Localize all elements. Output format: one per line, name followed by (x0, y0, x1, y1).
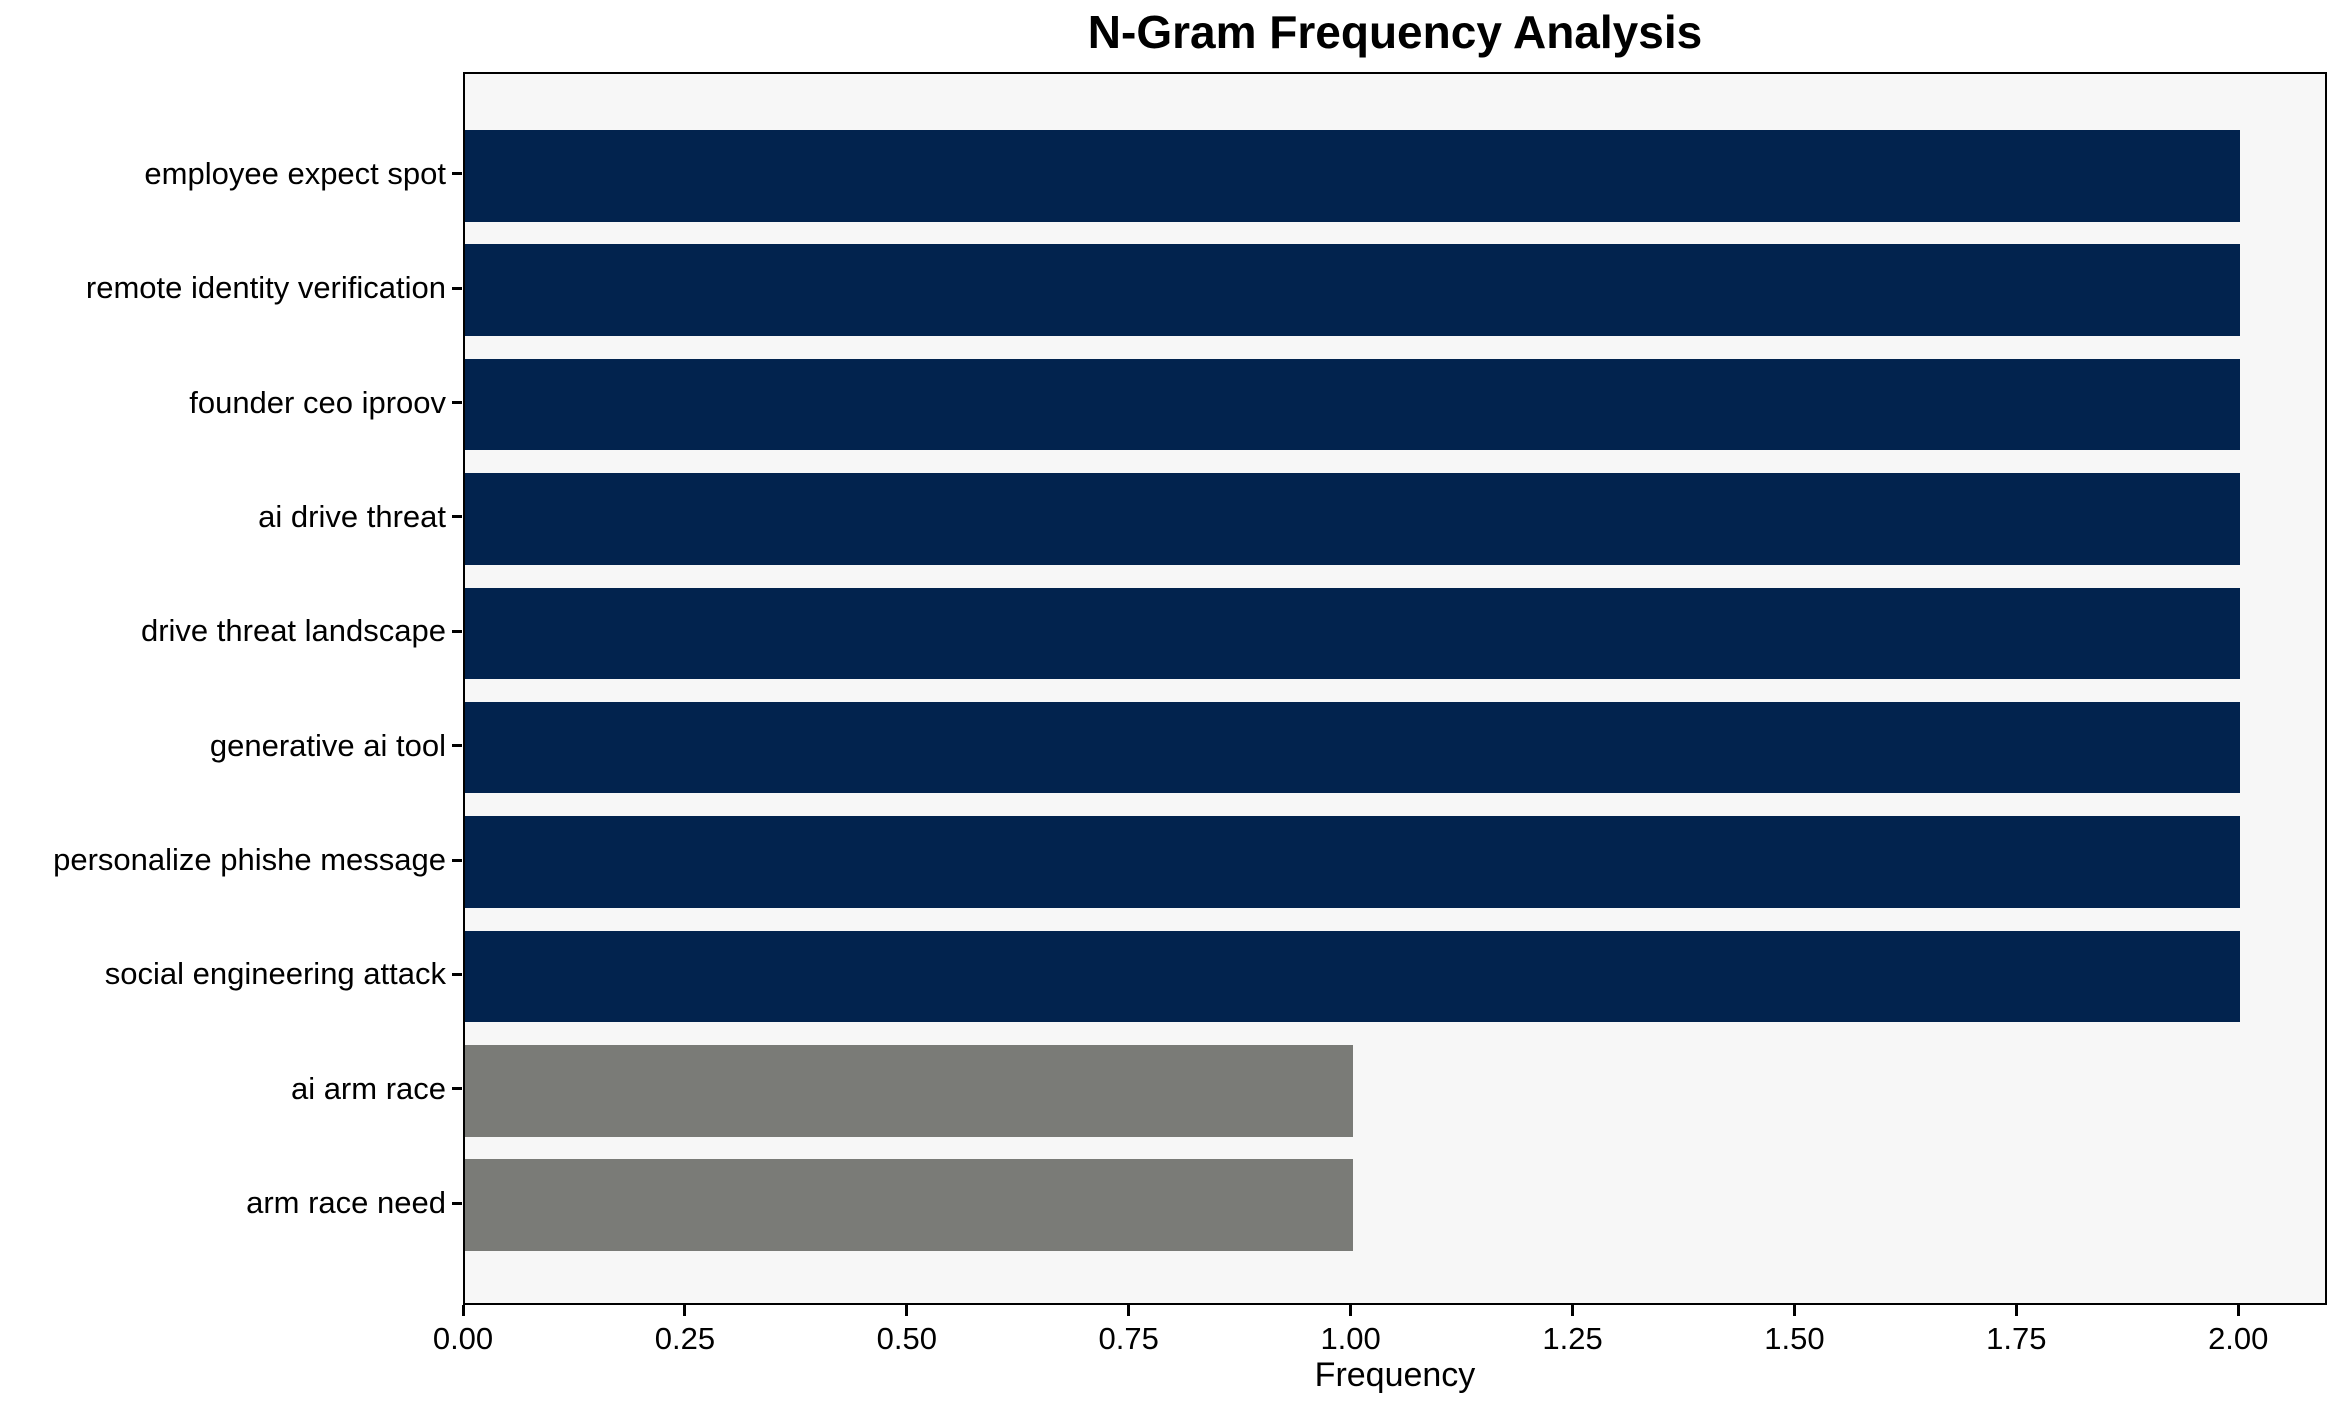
x-tick-label: 0.75 (1098, 1321, 1159, 1356)
x-axis-label: Frequency (1314, 1356, 1476, 1394)
bar-personalize-phishe-message (465, 816, 2241, 908)
x-tick-label: 1.50 (1764, 1321, 1825, 1356)
y-tick-mark (452, 972, 462, 976)
x-tick-label: 0.00 (432, 1321, 494, 1356)
bar-founder-ceo-iproov (465, 358, 2241, 451)
y-tick-label: personalize phishe message (53, 842, 446, 878)
y-tick-label: drive threat landscape (140, 613, 446, 649)
bar-employee-expect-spot (465, 130, 2241, 222)
x-tick-mark (683, 1305, 687, 1316)
plot-area (463, 72, 2327, 1305)
y-tick-mark (452, 1087, 462, 1091)
bar-drive-threat-landscape (465, 587, 2241, 680)
y-tick-label: founder ceo iproov (189, 384, 446, 420)
x-tick-label: 1.75 (1986, 1321, 2047, 1356)
bar-ai-drive-threat (465, 473, 2241, 565)
y-tick-mark (452, 629, 462, 633)
y-tick-label: employee expect spot (144, 155, 446, 191)
bar-social-engineering-attack (465, 930, 2241, 1023)
bar-ai-arm-race (465, 1045, 1353, 1137)
x-tick-mark (2014, 1305, 2018, 1316)
bar-remote-identity-verification (465, 244, 2241, 336)
chart-title: N-Gram Frequency Analysis (1087, 6, 1703, 58)
y-tick-mark (452, 1201, 462, 1205)
y-tick-mark (452, 744, 462, 748)
y-tick-label: social engineering attack (104, 956, 446, 992)
x-tick-label: 1.25 (1542, 1321, 1603, 1356)
y-tick-label: ai drive threat (258, 498, 446, 534)
x-tick-mark (1127, 1305, 1131, 1316)
x-tick-mark (1349, 1305, 1353, 1316)
x-tick-label: 1.00 (1320, 1321, 1381, 1356)
x-tick-label: 0.50 (876, 1321, 937, 1356)
y-tick-mark (452, 286, 462, 290)
y-tick-mark (452, 515, 462, 519)
x-tick-mark (1792, 1305, 1796, 1316)
y-tick-mark (452, 172, 462, 176)
y-tick-mark (452, 401, 462, 405)
y-tick-mark (452, 858, 462, 862)
x-tick-mark (1571, 1305, 1575, 1316)
bar-arm-race-need (465, 1159, 1353, 1251)
y-tick-label: generative ai tool (209, 727, 446, 763)
x-tick-mark (905, 1305, 909, 1316)
y-tick-label: remote identity verification (85, 270, 446, 306)
x-tick-label: 0.25 (654, 1321, 716, 1356)
y-tick-label: arm race need (246, 1185, 446, 1221)
x-tick-mark (461, 1305, 465, 1316)
y-tick-label: ai arm race (290, 1070, 446, 1106)
x-tick-label: 2.00 (2208, 1321, 2269, 1356)
x-tick-mark (2236, 1305, 2240, 1316)
bar-generative-ai-tool (465, 701, 2241, 794)
